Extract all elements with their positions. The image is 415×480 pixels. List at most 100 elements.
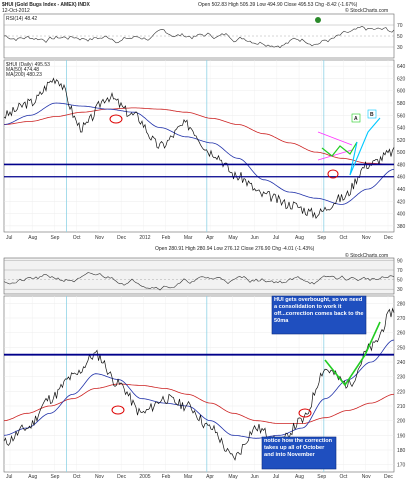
x-tick-label: Feb bbox=[162, 235, 171, 241]
bottom-chart: Open 280.91 High 280.94 Low 276.12 Close… bbox=[3, 246, 406, 480]
bottom-circle-2 bbox=[298, 408, 312, 418]
price-tick-label: 170 bbox=[397, 463, 406, 469]
x-tick-label: Dec bbox=[384, 474, 393, 480]
price-tick-label: 600 bbox=[397, 89, 406, 95]
x-tick-label: Mar bbox=[184, 474, 193, 480]
top-rsi-overbought-marker bbox=[315, 17, 321, 23]
bottom-ma50-line bbox=[3, 339, 395, 439]
x-tick-label: Nov bbox=[95, 474, 104, 480]
rsi-tick-label: 70 bbox=[397, 268, 403, 274]
x-tick-label: Oct bbox=[73, 235, 81, 241]
bottom-note-2-fo: notice how the correction takes up all o… bbox=[264, 438, 332, 458]
x-tick-label: Jul bbox=[6, 235, 12, 241]
top-title: $HUI (Gold Bugs Index - AMEX) INDX bbox=[2, 2, 91, 8]
bottom-circle-1 bbox=[111, 405, 125, 415]
x-tick-label: Jul bbox=[6, 474, 12, 480]
x-tick-label: May bbox=[228, 235, 238, 241]
bottom-rsi-line bbox=[3, 272, 395, 291]
price-tick-label: 260 bbox=[397, 331, 406, 337]
top-price-line bbox=[3, 77, 395, 219]
top-ma50-line bbox=[3, 102, 395, 205]
rsi-tick-label: 30 bbox=[397, 45, 403, 51]
x-tick-label: Sep bbox=[317, 474, 326, 480]
top-label-a: A bbox=[354, 116, 358, 122]
x-tick-label: Mar bbox=[184, 235, 193, 241]
top-label-b: B bbox=[370, 112, 374, 118]
top-circle-2 bbox=[327, 169, 339, 179]
x-tick-label: Jun bbox=[251, 474, 259, 480]
price-tick-label: 180 bbox=[397, 448, 406, 454]
x-tick-label: Sep bbox=[50, 474, 59, 480]
price-tick-label: 480 bbox=[397, 162, 406, 168]
top-ma200-label: MA(200) 480.23 bbox=[6, 72, 42, 78]
top-chart: $HUI (Gold Bugs Index - AMEX) INDX 12-Oc… bbox=[2, 2, 406, 241]
price-tick-label: 500 bbox=[397, 150, 406, 156]
x-tick-label: Jul bbox=[273, 474, 279, 480]
x-tick-label: Feb bbox=[162, 474, 171, 480]
bottom-ma200-line bbox=[3, 383, 395, 424]
x-tick-label: Aug bbox=[295, 474, 304, 480]
price-tick-label: 240 bbox=[397, 360, 406, 366]
bottom-price-line bbox=[3, 307, 395, 461]
price-tick-label: 220 bbox=[397, 389, 406, 395]
bottom-header-stats: Open 280.91 High 280.94 Low 276.12 Close… bbox=[155, 246, 315, 252]
x-tick-label: Jul bbox=[273, 235, 279, 241]
price-tick-label: 640 bbox=[397, 64, 406, 70]
price-tick-label: 440 bbox=[397, 187, 406, 193]
bottom-rsi-panel bbox=[3, 257, 395, 295]
x-tick-label: Nov bbox=[362, 474, 371, 480]
x-tick-label: Dec bbox=[117, 235, 126, 241]
x-tick-label: Nov bbox=[95, 235, 104, 241]
price-tick-label: 270 bbox=[397, 316, 406, 322]
x-tick-label: Aug bbox=[28, 235, 37, 241]
rsi-tick-label: 30 bbox=[397, 287, 403, 293]
x-tick-label: Apr bbox=[206, 474, 214, 480]
x-tick-label: Dec bbox=[117, 474, 126, 480]
top-header-stats: Open 502.83 High 505.39 Low 494.90 Close… bbox=[198, 2, 358, 8]
bottom-note-2-box bbox=[261, 436, 337, 470]
price-tick-label: 400 bbox=[397, 212, 406, 218]
price-tick-label: 620 bbox=[397, 76, 406, 82]
top-ma50-label: MA(50) 474.48 bbox=[6, 67, 39, 73]
bottom-note-1: HUI gets overbought, so we need a consol… bbox=[274, 297, 364, 324]
price-tick-label: 200 bbox=[397, 419, 406, 425]
rsi-tick-label: 90 bbox=[397, 258, 403, 264]
top-projection-green bbox=[321, 141, 358, 157]
top-rsi-label: RSI(14) 48.42 bbox=[6, 16, 37, 22]
bottom-note-1-fo: HUI gets overbought, so we need a consol… bbox=[274, 297, 364, 324]
x-tick-label: Apr bbox=[206, 235, 214, 241]
x-tick-label: Jun bbox=[251, 235, 259, 241]
top-rsi-line bbox=[3, 25, 395, 49]
x-tick-label: Dec bbox=[384, 235, 393, 241]
x-tick-label: 2005 bbox=[139, 474, 150, 480]
rsi-tick-label: 50 bbox=[397, 34, 403, 40]
bottom-note-1-box bbox=[271, 295, 367, 335]
price-tick-label: 560 bbox=[397, 113, 406, 119]
top-projection-path bbox=[349, 117, 381, 176]
price-tick-label: 250 bbox=[397, 345, 406, 351]
price-tick-label: 520 bbox=[397, 138, 406, 144]
price-tick-label: 190 bbox=[397, 433, 406, 439]
x-tick-label: May bbox=[228, 474, 238, 480]
rsi-tick-label: 50 bbox=[397, 278, 403, 284]
top-ma200-line bbox=[4, 107, 394, 165]
x-tick-label: Oct bbox=[73, 474, 81, 480]
price-tick-label: 540 bbox=[397, 126, 406, 132]
x-tick-label: Sep bbox=[50, 235, 59, 241]
rsi-tick-label: 70 bbox=[397, 23, 403, 29]
price-tick-label: 420 bbox=[397, 199, 406, 205]
top-price-label: $HUI (Daily) 495.53 bbox=[6, 62, 50, 68]
price-tick-label: 580 bbox=[397, 101, 406, 107]
top-watermark: © StockCharts.com bbox=[345, 7, 388, 14]
price-tick-label: 210 bbox=[397, 404, 406, 410]
bottom-projection-green bbox=[324, 321, 381, 387]
top-circle-1 bbox=[109, 114, 123, 124]
x-tick-label: Sep bbox=[317, 235, 326, 241]
x-tick-label: Aug bbox=[295, 235, 304, 241]
top-label-b-box bbox=[367, 109, 377, 119]
x-tick-label: 2012 bbox=[139, 235, 150, 241]
x-tick-label: Nov bbox=[362, 235, 371, 241]
x-tick-label: Oct bbox=[340, 474, 348, 480]
